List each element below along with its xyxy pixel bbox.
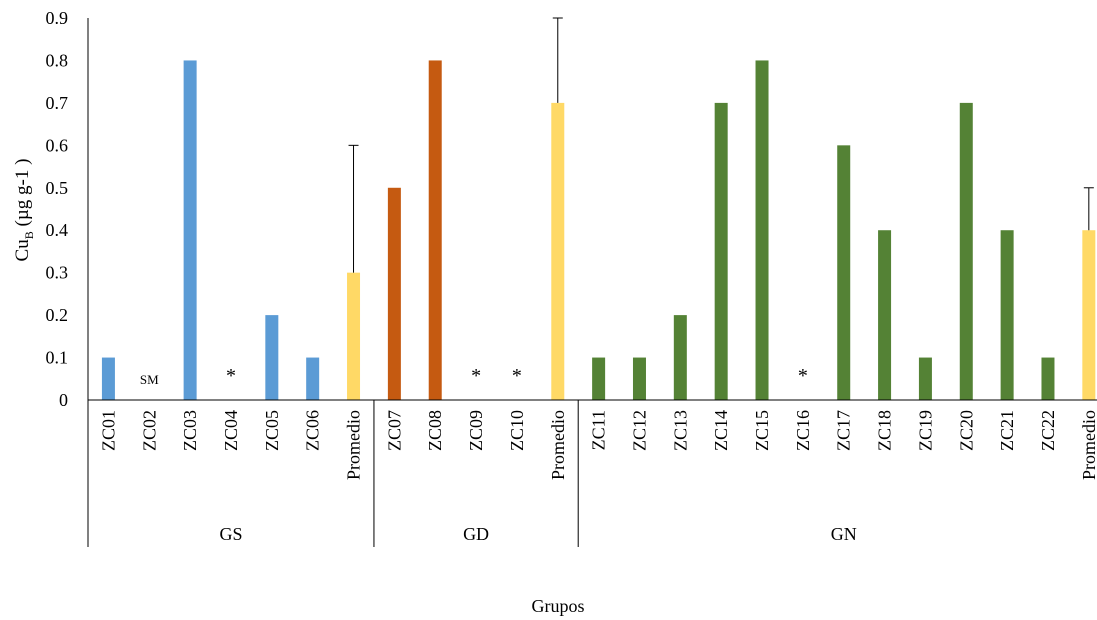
x-axis-tick-labels: ZC01 ZC02 ZC03 ZC04 ZC05 ZC06 Promedio ZC07 ZC08… xyxy=(98,410,1097,480)
x-tick-label: Promedio xyxy=(548,410,568,480)
bar-gn-zc18 xyxy=(878,230,892,400)
missing-markers: SM * * * * xyxy=(140,365,808,387)
x-tick-label: ZC06 xyxy=(303,410,323,451)
x-axis-title: Grupos xyxy=(532,596,585,616)
y-tick-label: 0.2 xyxy=(46,305,69,325)
y-axis-title-main: Cu xyxy=(12,239,33,262)
bar-gd-zc08 xyxy=(428,60,442,400)
y-tick-label: 0 xyxy=(59,390,68,410)
bar-gs-zc06 xyxy=(306,357,320,400)
x-tick-label: ZC09 xyxy=(466,410,486,451)
error-bars xyxy=(348,17,1094,273)
x-tick-label: ZC22 xyxy=(1038,410,1058,451)
y-tick-label: 0.6 xyxy=(46,135,69,155)
x-tick-label: ZC14 xyxy=(711,410,731,451)
no-data-asterisk: * xyxy=(798,365,808,387)
x-tick-label: Promedio xyxy=(344,410,364,480)
y-tick-label: 0.5 xyxy=(46,178,69,198)
bar-gn-zc13 xyxy=(673,315,687,400)
bar-gn-zc21 xyxy=(1000,230,1014,400)
bar-gs-zc01 xyxy=(101,357,115,400)
x-tick-label: ZC01 xyxy=(98,410,118,451)
no-data-asterisk: * xyxy=(471,365,481,387)
x-tick-label: ZC17 xyxy=(834,410,854,451)
bar-gn-zc14 xyxy=(714,102,728,400)
bar-gs-promedio xyxy=(347,272,361,400)
y-axis-title-subscript: B xyxy=(22,231,36,239)
bar-gn-zc20 xyxy=(959,102,973,400)
x-tick-label: ZC19 xyxy=(915,410,935,451)
y-axis-title: CuB (µg g-1 ) xyxy=(12,159,36,262)
x-tick-label: ZC05 xyxy=(262,410,282,451)
y-tick-label: 0.9 xyxy=(46,8,69,28)
y-tick-label: 0.1 xyxy=(46,348,69,368)
bar-gn-zc11 xyxy=(592,357,606,400)
group-label-gd: GD xyxy=(463,524,489,544)
bar-gs-zc03 xyxy=(183,60,197,400)
bar-gn-zc22 xyxy=(1041,357,1055,400)
group-label-gn: GN xyxy=(831,524,857,544)
y-tick-label: 0.4 xyxy=(46,220,69,240)
bar-gd-zc07 xyxy=(387,187,401,400)
bar-gs-zc05 xyxy=(265,315,279,400)
x-tick-label: ZC07 xyxy=(384,410,404,451)
x-tick-label: ZC04 xyxy=(221,410,241,451)
x-tick-label: Promedio xyxy=(1079,410,1097,480)
no-sample-marker: SM xyxy=(140,372,159,387)
y-tick-label: 0.8 xyxy=(46,50,69,70)
x-tick-label: ZC03 xyxy=(180,410,200,451)
x-tick-label: ZC21 xyxy=(997,410,1017,451)
x-tick-label: ZC08 xyxy=(425,410,445,451)
bar-gn-promedio xyxy=(1082,230,1096,400)
no-data-asterisk: * xyxy=(226,365,236,387)
y-tick-label: 0.3 xyxy=(46,263,69,283)
bar-gn-zc19 xyxy=(918,357,932,400)
x-tick-label: ZC20 xyxy=(956,410,976,451)
bar-gd-promedio xyxy=(551,102,565,400)
x-tick-label: ZC10 xyxy=(507,410,527,451)
x-tick-label: ZC13 xyxy=(670,410,690,451)
x-tick-label: ZC16 xyxy=(793,410,813,451)
bar-gn-zc17 xyxy=(837,145,851,400)
x-axis-group-labels: GS GD GN xyxy=(87,400,857,547)
group-label-gs: GS xyxy=(219,524,242,544)
bars xyxy=(101,60,1096,400)
x-tick-label: ZC12 xyxy=(629,410,649,451)
bar-gn-zc12 xyxy=(632,357,646,400)
y-axis-title-rest: (µg g-1 ) xyxy=(12,159,33,232)
x-tick-label: ZC15 xyxy=(752,410,772,451)
x-tick-label: ZC02 xyxy=(139,410,159,451)
x-tick-label: ZC11 xyxy=(589,410,609,450)
y-axis-ticks: 0 0.1 0.2 0.3 0.4 0.5 0.6 0.7 0.8 0.9 xyxy=(46,8,69,410)
y-tick-label: 0.7 xyxy=(46,93,69,113)
x-tick-label: ZC18 xyxy=(875,410,895,451)
no-data-asterisk: * xyxy=(512,365,522,387)
bar-gn-zc15 xyxy=(755,60,769,400)
